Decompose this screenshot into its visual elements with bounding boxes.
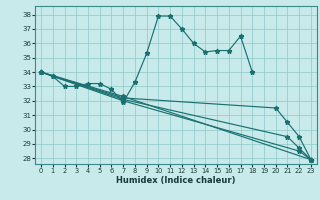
X-axis label: Humidex (Indice chaleur): Humidex (Indice chaleur) bbox=[116, 176, 236, 185]
